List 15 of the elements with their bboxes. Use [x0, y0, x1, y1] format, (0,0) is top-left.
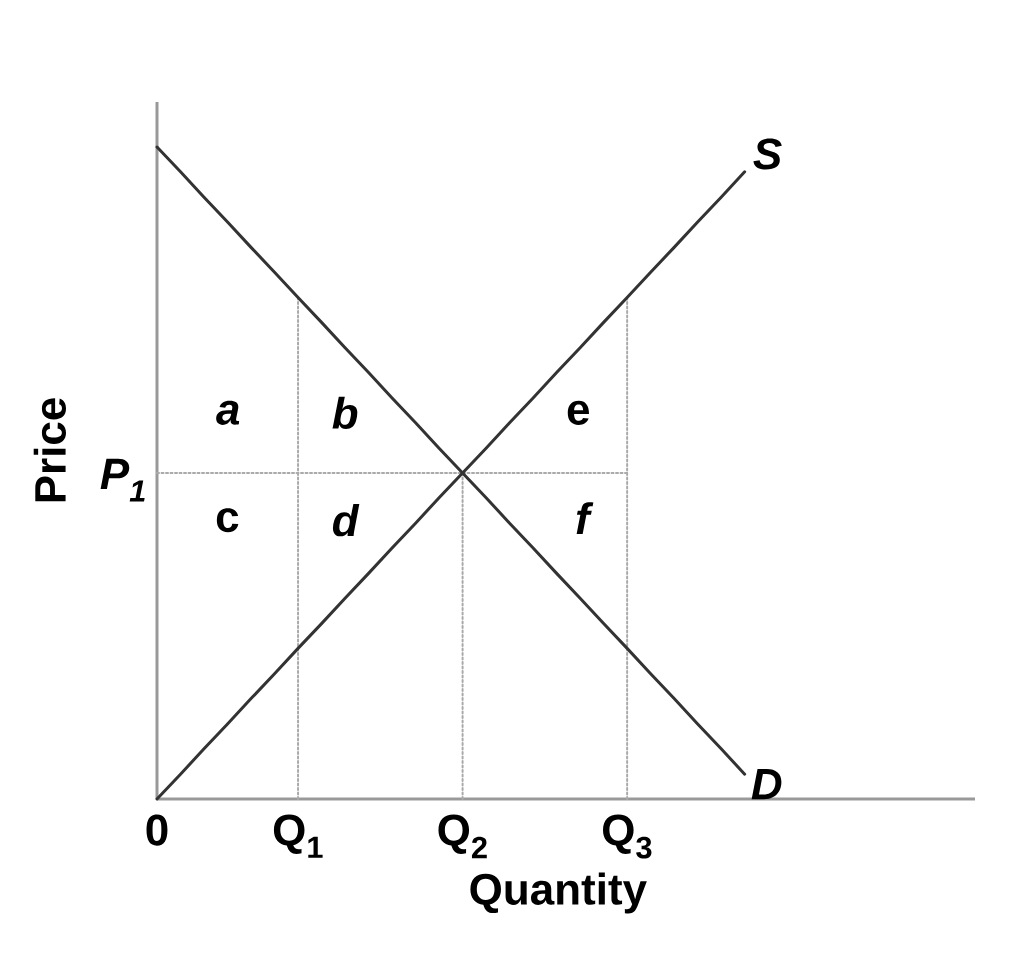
annotation: a: [216, 400, 240, 425]
annotation: b: [332, 396, 358, 429]
annotation: d: [332, 504, 360, 537]
x-tick-label: Q$_{2}$: [438, 814, 487, 859]
x-tick-label: Q$_{3}$: [603, 814, 652, 859]
x-tick-label: Q$_{1}$: [273, 814, 323, 858]
y-axis-title: Price: [33, 398, 66, 502]
series-label: D: [751, 769, 782, 800]
series-label: P$_{1}$: [100, 458, 145, 502]
annotation: e: [567, 400, 589, 425]
x-tick-label: 0: [146, 814, 168, 846]
annotation: c: [216, 508, 239, 533]
annotation: f: [576, 502, 594, 535]
series-label: S: [753, 138, 782, 170]
x-axis-title: Quantity: [470, 872, 647, 914]
